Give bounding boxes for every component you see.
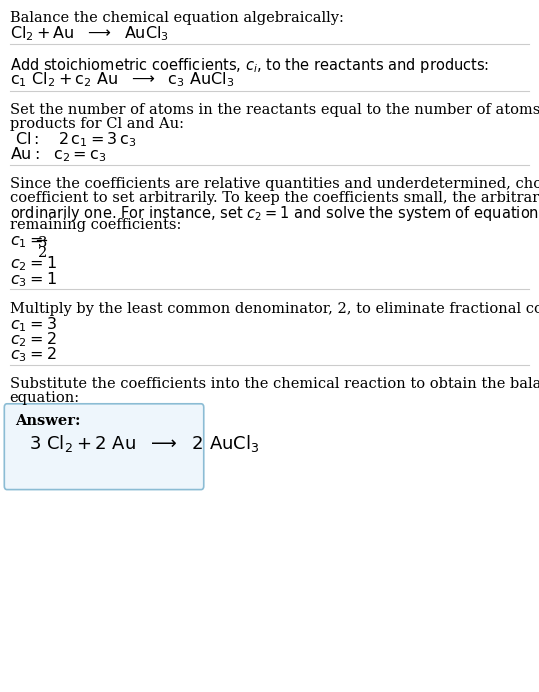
Text: 3: 3: [38, 236, 47, 250]
Text: $\mathrm{Cl_2 + Au\ \ \longrightarrow\ \ AuCl_3}$: $\mathrm{Cl_2 + Au\ \ \longrightarrow\ \…: [10, 25, 169, 44]
Text: ordinarily one. For instance, set $c_2 = 1$ and solve the system of equations fo: ordinarily one. For instance, set $c_2 =…: [10, 204, 539, 223]
Text: $c_1 = 3$: $c_1 = 3$: [10, 316, 57, 334]
Text: $\mathrm{c_1\ Cl_2 + c_2\ Au\ \ \longrightarrow\ \ c_3\ AuCl_3}$: $\mathrm{c_1\ Cl_2 + c_2\ Au\ \ \longrig…: [10, 70, 234, 89]
Text: products for Cl and Au:: products for Cl and Au:: [10, 116, 184, 131]
Text: $c_3 = 2$: $c_3 = 2$: [10, 345, 56, 365]
Text: Since the coefficients are relative quantities and underdetermined, choose a: Since the coefficients are relative quan…: [10, 177, 539, 191]
FancyBboxPatch shape: [4, 404, 204, 490]
Text: remaining coefficients:: remaining coefficients:: [10, 217, 181, 232]
Text: $c_1 = $: $c_1 = $: [10, 234, 43, 250]
Text: Balance the chemical equation algebraically:: Balance the chemical equation algebraica…: [10, 11, 343, 25]
Text: $c_2 = 2$: $c_2 = 2$: [10, 330, 56, 349]
Text: coefficient to set arbitrarily. To keep the coefficients small, the arbitrary va: coefficient to set arbitrarily. To keep …: [10, 190, 539, 205]
Text: Multiply by the least common denominator, 2, to eliminate fractional coefficient: Multiply by the least common denominator…: [10, 302, 539, 316]
Text: $c_2 = 1$: $c_2 = 1$: [10, 255, 57, 273]
Text: $\mathrm{3\ Cl_2 + 2\ Au\ \ \longrightarrow\ \ 2\ AuCl_3}$: $\mathrm{3\ Cl_2 + 2\ Au\ \ \longrightar…: [29, 433, 259, 454]
Text: $\mathrm{\ Cl:\ \ \ 2\,c_1 = 3\,c_3}$: $\mathrm{\ Cl:\ \ \ 2\,c_1 = 3\,c_3}$: [10, 130, 136, 149]
Text: equation:: equation:: [10, 391, 80, 405]
Text: Substitute the coefficients into the chemical reaction to obtain the balanced: Substitute the coefficients into the che…: [10, 378, 539, 392]
Text: $c_3 = 1$: $c_3 = 1$: [10, 270, 57, 289]
Text: Answer:: Answer:: [15, 414, 81, 428]
Text: 2: 2: [38, 246, 47, 260]
Text: $\mathrm{Au:\ \ c_2 = c_3}$: $\mathrm{Au:\ \ c_2 = c_3}$: [10, 145, 106, 164]
Text: Set the number of atoms in the reactants equal to the number of atoms in the: Set the number of atoms in the reactants…: [10, 103, 539, 117]
Text: Add stoichiometric coefficients, $c_i$, to the reactants and products:: Add stoichiometric coefficients, $c_i$, …: [10, 57, 489, 75]
